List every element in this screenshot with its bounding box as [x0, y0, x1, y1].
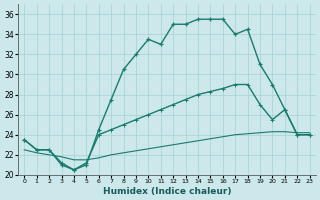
- X-axis label: Humidex (Indice chaleur): Humidex (Indice chaleur): [103, 187, 231, 196]
